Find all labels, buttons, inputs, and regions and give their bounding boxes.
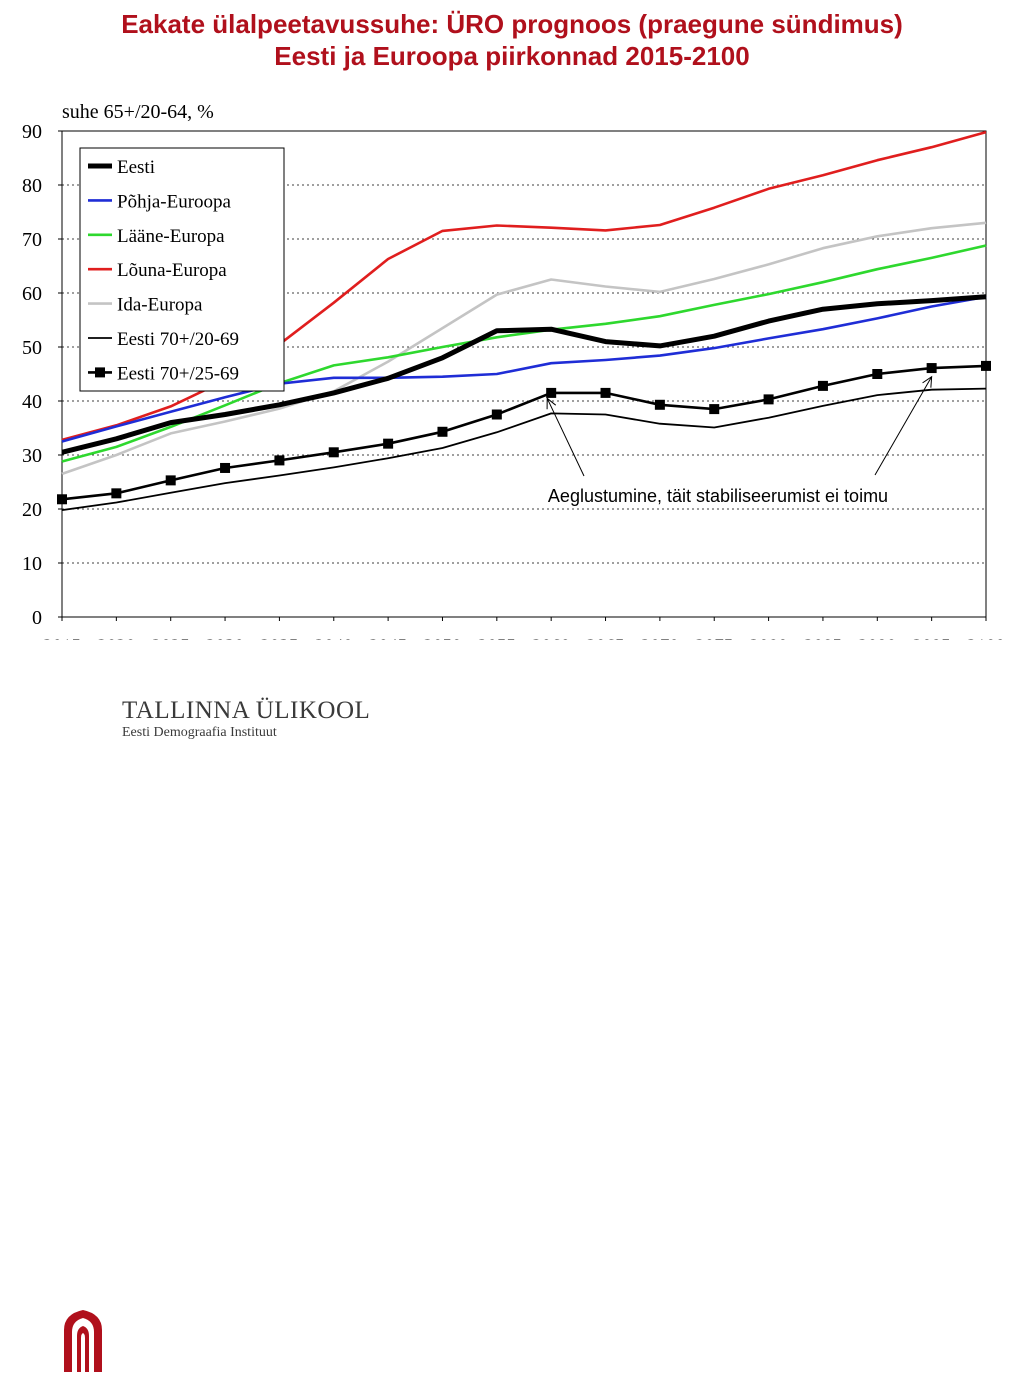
series-marker [328,447,339,458]
y-axis-label: suhe 65+/20-64, % [62,101,214,123]
x-tick-label: 2055 [478,636,516,640]
legend-label: Eesti 70+/20-69 [117,329,239,350]
annotation-arrow [874,376,933,476]
slide-title: Eakate ülalpeetavussuhe: ÜRO prognoos (p… [0,8,1024,72]
series-marker [600,387,611,398]
y-tick-label: 10 [22,553,42,575]
series-marker [220,462,231,473]
series-marker [981,360,991,371]
y-tick-label: 50 [22,337,42,359]
legend-marker [95,367,105,378]
x-tick-label: 2015 [43,636,81,640]
legend-label: Lõuna-Europa [117,260,227,281]
institute-name: Eesti Demograafia Instituut [122,725,277,740]
series-line-2 [61,244,987,463]
series-marker [654,399,665,410]
series-line-6 [61,364,987,501]
y-tick-label: 40 [22,391,42,413]
series-marker [165,475,176,486]
x-tick-label: 2020 [97,636,135,640]
x-tick-label: 2100 [967,636,1005,640]
x-tick-label: 2090 [858,636,896,640]
series-marker [491,409,502,420]
x-tick-label: 2040 [315,636,353,640]
annotation-text: Aeglustumine, täit stabiliseerumist ei t… [548,486,888,506]
series-marker [872,369,883,379]
title-line-1: Eakate ülalpeetavussuhe: ÜRO prognoos (p… [121,9,903,39]
y-tick-label: 20 [22,499,42,521]
series-marker [437,426,448,437]
x-tick-label: 2050 [423,636,461,640]
series-marker [817,380,828,391]
legend-label: Ida-Europa [117,295,203,316]
y-tick-label: 0 [32,607,42,629]
footer: TALLINNA ÜLIKOOL Eesti Demograafia Insti… [0,640,1024,1372]
line-chart: 0102030405060708090201520202025203020352… [22,101,1005,640]
series-line-5 [61,387,987,511]
x-tick-label: 2080 [750,636,788,640]
series-line-4 [61,221,987,476]
x-tick-label: 2075 [695,636,733,640]
series-line-1 [61,295,987,443]
title-line-2: Eesti ja Euroopa piirkonnad 2015-2100 [274,41,750,71]
annotation-arrowhead [546,397,557,410]
y-tick-label: 70 [22,229,42,251]
series-marker [926,363,937,374]
x-tick-label: 2070 [641,636,679,640]
y-tick-label: 60 [22,283,42,305]
university-name: TALLINNA ÜLIKOOL [122,697,371,724]
y-tick-label: 30 [22,445,42,467]
legend: Eesti Põhja-Euroopa Lääne-Europa Lõuna-Euro… [79,147,285,392]
x-tick-label: 2060 [532,636,570,640]
x-tick-label: 2035 [260,636,298,640]
y-tick-label: 80 [22,175,42,197]
series-marker [546,387,557,398]
legend-label: Eesti 70+/25-69 [117,363,239,384]
series-line-0 [61,294,987,455]
series-marker [763,394,774,405]
x-tick-label: 2065 [587,636,625,640]
x-tick-label: 2045 [369,636,407,640]
y-tick-label: 90 [22,121,42,143]
annotation-arrow [546,398,585,477]
x-tick-label: 2095 [913,636,951,640]
university-logo-icon [64,1310,102,1372]
series-marker [383,438,394,449]
annotation-arrowhead [922,375,933,388]
legend-label: Eesti [117,157,155,178]
legend-box [79,147,285,392]
x-tick-label: 2085 [804,636,842,640]
series-marker [709,404,720,415]
series-marker [111,488,122,499]
legend-label: Lääne-Europa [117,226,225,247]
series-marker [57,494,67,505]
legend-label: Põhja-Euroopa [117,191,232,212]
series-marker [274,455,285,466]
x-tick-label: 2025 [152,636,190,640]
